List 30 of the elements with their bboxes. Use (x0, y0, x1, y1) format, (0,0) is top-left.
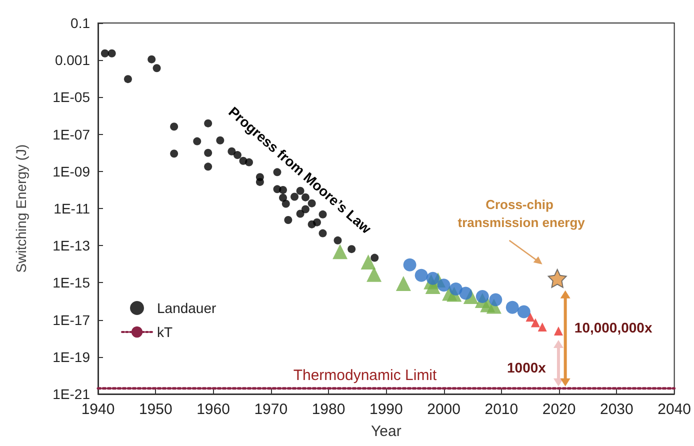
x-tick-label: 2040 (658, 401, 692, 418)
y-tick-label: 1E-09 (52, 163, 90, 180)
x-tick-label: 1990 (369, 401, 403, 418)
x-tick-label: 1980 (312, 401, 346, 418)
x-axis-title: Year (371, 423, 402, 440)
y-tick-label: 1E-19 (52, 348, 90, 365)
legend-label: kT (157, 324, 173, 340)
annotation: Thermodynamic Limit (293, 366, 438, 384)
y-tick-label: 1E-17 (52, 312, 90, 328)
x-tick-label: 2020 (542, 401, 576, 418)
y-tick-label: 1E-21 (52, 386, 90, 402)
y-tick-label: 1E-15 (52, 274, 90, 291)
x-tick-label: 1970 (254, 401, 288, 418)
y-tick-label: 0.001 (54, 52, 90, 68)
legend-label: Landauer (157, 300, 217, 316)
y-tick-label: 1E-13 (52, 238, 90, 254)
annotation: Cross-chip transmission energy (458, 196, 586, 230)
x-tick-label: 1950 (138, 401, 172, 418)
y-tick-label: 1E-07 (52, 126, 90, 142)
x-tick-label: 1960 (196, 401, 230, 418)
y-tick-label: 1E-05 (52, 89, 90, 106)
x-tick-label: 2000 (427, 401, 460, 418)
x-tick-label: 2030 (600, 401, 634, 418)
y-tick-label: 0.1 (70, 15, 90, 31)
annotation: 10,000,000x (574, 319, 652, 336)
y-axis-title: Switching Energy (J) (13, 144, 29, 273)
annotation: 1000x (507, 360, 546, 376)
x-tick-label: 1940 (81, 401, 115, 418)
y-tick-label: 1E-11 (54, 200, 90, 216)
x-tick-label: 2010 (484, 401, 518, 418)
